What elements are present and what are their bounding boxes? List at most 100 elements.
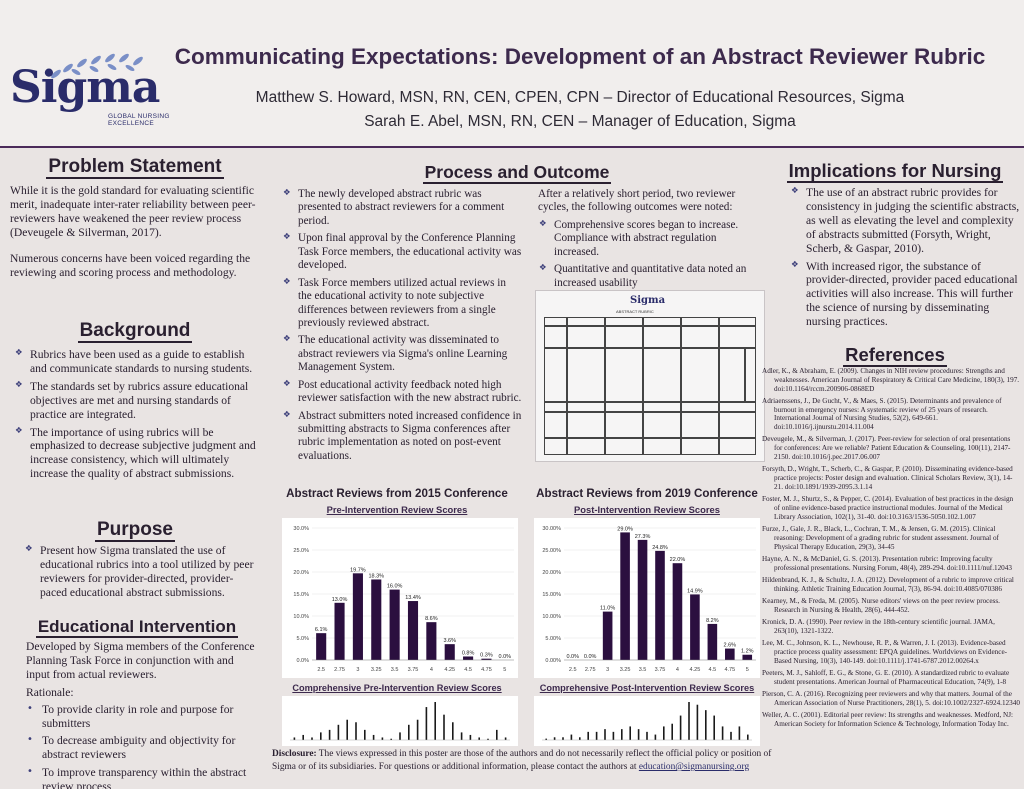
y-tick-label: 5.00%: [545, 636, 561, 642]
problem-statement-text: While it is the gold standard for evalua…: [10, 184, 260, 291]
educational-intervention-heading: Educational Intervention: [35, 617, 239, 638]
bar-value-label: 0.0%: [566, 654, 579, 660]
x-tick-label: 3.25: [620, 667, 631, 673]
bar: [602, 611, 613, 660]
mini-bar: [496, 729, 498, 740]
mini-bar: [372, 734, 375, 740]
bar-value-label: 8.6%: [425, 616, 438, 622]
mini-bar: [337, 724, 340, 740]
x-tick-label: 3: [606, 667, 609, 673]
bar: [371, 579, 382, 660]
bar: [426, 622, 437, 660]
rationale-bullet: To provide clarity in role and purpose f…: [26, 703, 260, 731]
bar: [620, 532, 630, 660]
x-tick-label: 4: [676, 667, 679, 673]
disclosure-text: The views expressed in this poster are t…: [272, 749, 772, 773]
x-tick-label: 2.5: [317, 667, 325, 673]
process-bullet: Abstract submitters noted increased conf…: [282, 410, 522, 464]
y-tick-label: 15.0%: [293, 592, 309, 598]
chart-2015-title: Abstract Reviews from 2015 Conference: [286, 487, 508, 500]
bar: [389, 589, 400, 660]
mini-bar: [381, 737, 384, 740]
reference-item: Deveugele, M., & Silverman, J. (2017). P…: [762, 435, 1011, 462]
x-tick-label: 4.75: [724, 667, 735, 673]
reference-item: Peeters, M. J., Sahloff, E. G., & Stone,…: [762, 668, 1010, 686]
x-tick-label: 4.5: [709, 667, 717, 673]
mini-bar: [487, 738, 489, 740]
mini-bar: [399, 732, 401, 740]
mini-bar: [469, 734, 472, 740]
y-tick-label: 10.00%: [542, 614, 561, 620]
implications-text: The use of an abstract rubric provides f…: [790, 186, 1020, 333]
bar: [672, 563, 683, 660]
rationale-bullet: To decrease ambiguity and objectivity fo…: [26, 734, 260, 762]
y-tick-label: 10.0%: [293, 614, 309, 620]
reference-item: Kearney, M., & Freda, M. (2005). Nurse e…: [762, 596, 1000, 614]
mini-bar: [416, 719, 419, 740]
problem-paragraph-2: Numerous concerns have been voiced regar…: [10, 251, 251, 279]
mini-bar: [434, 702, 436, 740]
x-tick-label: 3: [356, 667, 359, 673]
bar: [463, 656, 474, 660]
mini-chart-pre-title: Comprehensive Pre-Intervention Review Sc…: [292, 683, 502, 693]
rubric-table: [544, 317, 756, 455]
outcome-bullet: Comprehensive scores began to increase. …: [538, 219, 760, 259]
x-tick-label: 3.25: [371, 667, 382, 673]
y-tick-label: 15.00%: [542, 592, 561, 598]
rubric-caption: ABSTRACT RUBRIC: [616, 309, 654, 314]
bar-value-label: 14.9%: [687, 588, 703, 594]
purpose-heading: Purpose: [94, 519, 176, 542]
background-text: Rubrics have been used as a guide to est…: [14, 348, 260, 485]
reference-item: Kronick, D. A. (1990). Peer review in th…: [762, 618, 995, 635]
x-tick-label: 4.25: [444, 667, 455, 673]
background-bullet: Rubrics have been used as a guide to est…: [14, 348, 260, 376]
y-tick-label: 0.0%: [296, 658, 309, 664]
mini-bar: [408, 724, 410, 740]
reference-item: Weller, A. C. (2001). Editorial peer rev…: [762, 711, 1014, 728]
post-intervention-bar-chart: 0.00% 5.00% 10.00% 15.00% 20.00% 25.00% 30.00%…: [534, 518, 760, 678]
x-tick-label: 3.75: [655, 667, 666, 673]
mini-bar: [612, 731, 615, 740]
sigma-logo: Sigma GLOBAL NURSING EXCELLENCE: [10, 50, 170, 130]
reference-item: Forsyth, D., Wright, T., Scherb, C., & G…: [762, 465, 1013, 491]
bar-value-label: 27.3%: [635, 534, 651, 540]
reference-item: Hayne, A. N., & McDaniel, G. S. (2013). …: [762, 554, 1012, 572]
bar-value-label: 13.0%: [332, 597, 348, 603]
header-divider: [0, 146, 1024, 148]
mini-bar: [364, 729, 366, 740]
process-bullet: Post educational activity feedback noted…: [282, 379, 522, 406]
mini-bar: [562, 737, 564, 740]
problem-statement-heading: Problem Statement: [46, 156, 224, 179]
bar: [725, 648, 735, 660]
logo-subtitle-line-1: GLOBAL NURSING: [108, 113, 170, 120]
mini-bar: [460, 732, 463, 740]
process-bullet: The educational activity was disseminate…: [282, 334, 522, 374]
mini-bar: [696, 704, 699, 740]
x-tick-label: 5: [503, 667, 506, 673]
bar-value-label: 19.7%: [350, 567, 366, 573]
outcome-bullet: Quantitative and quantitative data noted…: [538, 263, 760, 290]
process-bullet: Upon final approval by the Conference Pl…: [282, 232, 522, 272]
x-tick-label: 4: [430, 667, 433, 673]
references-heading: References: [843, 344, 947, 367]
mini-bar: [579, 737, 581, 740]
author-1: Matthew S. Howard, MSN, RN, CEN, CPEN, C…: [255, 89, 905, 106]
contact-email-link[interactable]: education@sigmanursing.org: [638, 762, 750, 773]
purpose-text: Present how Sigma translated the use of …: [24, 544, 260, 604]
mini-bar: [425, 707, 428, 740]
mini-bar: [478, 737, 480, 740]
bar-value-label: 24.8%: [652, 545, 668, 551]
bar-value-label: 1.2%: [741, 649, 754, 655]
reference-item: Lee, M. C., Johnson, K. L., Newhouse, R.…: [762, 639, 1008, 665]
mini-bar: [570, 734, 573, 740]
process-right-text: After a relatively short period, two rev…: [538, 188, 760, 294]
mini-bar: [293, 737, 296, 740]
y-tick-label: 20.0%: [293, 570, 309, 576]
x-tick-label: 4.5: [464, 667, 472, 673]
bar-value-label: 2.6%: [724, 643, 737, 649]
references-list: Adler, K., & Abraham, E. (2009). Changes…: [762, 367, 1020, 732]
pre-intervention-bar-chart: 0.0%5.0%10.0%15.0%20.0%25.0%30.0%6.1%2.5…: [282, 518, 518, 678]
bar-value-label: 0.3%: [480, 653, 493, 659]
bar: [407, 601, 419, 660]
mini-bar: [654, 734, 657, 740]
